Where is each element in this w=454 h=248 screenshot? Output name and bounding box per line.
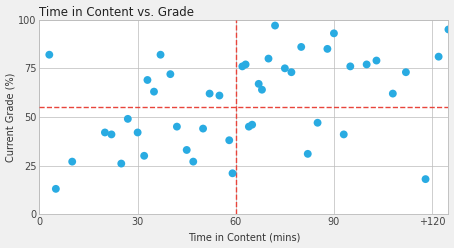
Point xyxy=(167,72,174,76)
Point xyxy=(144,78,151,82)
Point xyxy=(141,154,148,158)
Point xyxy=(402,70,410,74)
Text: Time in Content vs. Grade: Time in Content vs. Grade xyxy=(39,5,194,19)
Point xyxy=(245,125,252,129)
Point xyxy=(206,92,213,95)
Point xyxy=(340,132,347,136)
Point xyxy=(118,162,125,166)
Point xyxy=(108,132,115,136)
Point xyxy=(157,53,164,57)
Point xyxy=(389,92,396,95)
Point xyxy=(373,59,380,62)
Point xyxy=(288,70,295,74)
Point xyxy=(226,138,233,142)
Point xyxy=(248,123,256,127)
Point xyxy=(331,31,338,35)
Point xyxy=(199,126,207,130)
Point xyxy=(134,130,141,134)
Point xyxy=(435,55,442,59)
Point xyxy=(46,53,53,57)
Point xyxy=(183,148,190,152)
Point xyxy=(304,152,311,156)
Point xyxy=(422,177,429,181)
Point xyxy=(314,121,321,125)
Point xyxy=(239,64,246,68)
Point xyxy=(271,24,279,28)
Point xyxy=(101,130,109,134)
Point xyxy=(281,66,288,70)
Point xyxy=(190,160,197,164)
Point xyxy=(258,88,266,92)
Point xyxy=(216,93,223,97)
Point xyxy=(173,125,181,129)
Point xyxy=(150,90,158,94)
X-axis label: Time in Content (mins): Time in Content (mins) xyxy=(188,232,300,243)
Point xyxy=(255,82,262,86)
Point xyxy=(69,160,76,164)
Point xyxy=(363,62,370,66)
Point xyxy=(242,62,249,66)
Point xyxy=(124,117,132,121)
Point xyxy=(445,28,452,31)
Point xyxy=(229,171,236,175)
Point xyxy=(297,45,305,49)
Point xyxy=(347,64,354,68)
Point xyxy=(265,57,272,61)
Point xyxy=(52,187,59,191)
Y-axis label: Current Grade (%): Current Grade (%) xyxy=(5,72,15,162)
Point xyxy=(324,47,331,51)
